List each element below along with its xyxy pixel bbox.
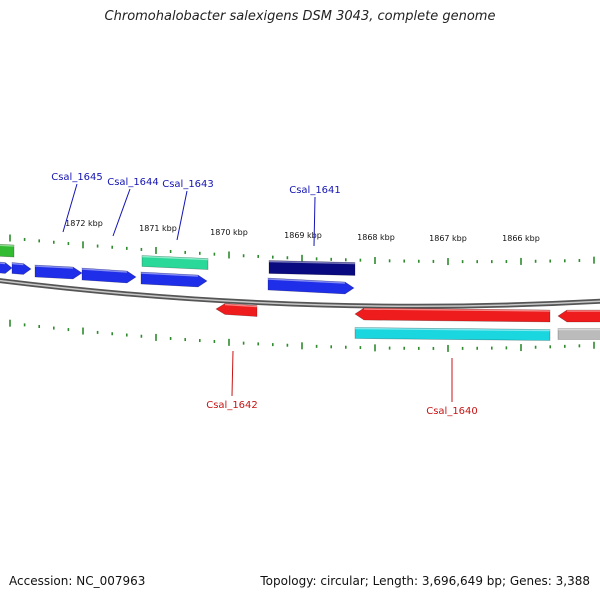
scale-ticks-bottom bbox=[9, 319, 595, 352]
scale-label: 1868 kbp bbox=[357, 233, 395, 242]
leader-line bbox=[112, 188, 131, 237]
gene-label: Csal_1644 bbox=[107, 177, 159, 188]
feature-1645 bbox=[34, 264, 83, 280]
feature-rna-1643 bbox=[141, 255, 209, 270]
scale-labels: 1872 kbp 1871 kbp 1870 kbp 1869 kbp 1868 kbp… bbox=[65, 219, 540, 243]
gene-label: Csal_1643 bbox=[162, 179, 214, 190]
scale-label: 1871 kbp bbox=[139, 224, 177, 233]
accession-label: Accession: NC_007963 bbox=[9, 574, 146, 588]
feature-green bbox=[0, 243, 15, 258]
gene-label: Csal_1642 bbox=[206, 400, 258, 411]
gene-label: Csal_1640 bbox=[426, 406, 478, 417]
feature-1644 bbox=[81, 267, 137, 284]
scale-label: 1872 kbp bbox=[65, 219, 103, 228]
feature-1641-cds bbox=[267, 277, 355, 295]
feature-dark-1641 bbox=[268, 260, 356, 276]
genome-backbone-highlight bbox=[0, 279, 600, 307]
leader-line bbox=[313, 196, 316, 247]
feature-1640 bbox=[354, 307, 551, 323]
gene-labels: Csal_1645 Csal_1644 Csal_1643 Csal_1641 Csal… bbox=[51, 172, 478, 417]
feature-red-right bbox=[557, 309, 600, 323]
feature-cyan bbox=[354, 327, 551, 341]
scale-ticks-top bbox=[9, 234, 595, 266]
gene-label: Csal_1645 bbox=[51, 172, 103, 183]
gene-label: Csal_1641 bbox=[289, 185, 341, 196]
scale-label: 1866 kbp bbox=[502, 234, 540, 243]
map-title: Chromohalobacter salexigens DSM 3043, co… bbox=[104, 9, 496, 24]
leader-line bbox=[62, 183, 78, 233]
feature-blue-a bbox=[0, 261, 13, 274]
feature-1642 bbox=[215, 303, 258, 317]
leader-line bbox=[176, 190, 188, 241]
feature-blue-b bbox=[11, 262, 32, 275]
label-leader-lines bbox=[62, 183, 453, 402]
scale-label: 1867 kbp bbox=[429, 234, 467, 243]
genome-summary: Topology: circular; Length: 3,696,649 bp… bbox=[260, 574, 590, 588]
feature-1643-cds bbox=[140, 271, 208, 288]
feature-grey bbox=[557, 328, 600, 340]
leader-line bbox=[231, 350, 234, 397]
scale-label: 1870 kbp bbox=[210, 228, 248, 237]
scale-label: 1869 kbp bbox=[284, 231, 322, 240]
